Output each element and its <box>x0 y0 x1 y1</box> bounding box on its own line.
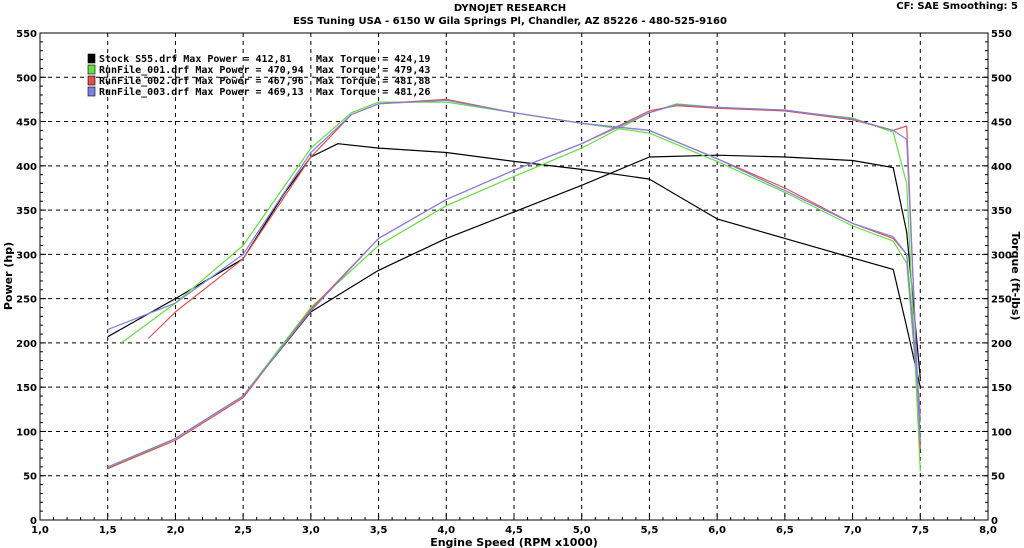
x-tick-label: 3,0 <box>302 525 320 536</box>
chart-settings: CF: SAE Smoothing: 5 <box>896 1 1018 12</box>
series-line-power <box>107 104 921 470</box>
series-line-torque <box>107 143 921 388</box>
y-tick-label-right: 250 <box>991 295 1012 306</box>
y-tick-label-right: 150 <box>991 383 1012 394</box>
chart-header-company: DYNOJET RESEARCH <box>454 3 566 14</box>
legend-swatch <box>87 75 96 86</box>
y-tick-label-left: 550 <box>16 29 37 40</box>
grid <box>39 32 989 521</box>
x-tick-label: 4,0 <box>437 525 455 536</box>
y-tick-label-left: 300 <box>16 250 37 261</box>
y-tick-label-right: 350 <box>991 206 1012 217</box>
y-tick-label-right: 100 <box>991 427 1012 438</box>
x-tick-label: 1,5 <box>99 525 117 536</box>
legend-entry-torque: Max Torque = 481,88 <box>316 76 430 87</box>
y-tick-label-right: 50 <box>991 472 1005 483</box>
y-axis-label-left: Power (hp) <box>2 242 15 310</box>
plot-frame <box>39 32 989 521</box>
x-tick-label: 5,0 <box>573 525 591 536</box>
y-tick-label-right: 400 <box>991 162 1012 173</box>
x-axis-label: Engine Speed (RPM x1000) <box>430 536 598 548</box>
series-group <box>107 98 921 472</box>
x-tick-label: 6,0 <box>708 525 726 536</box>
x-tick-label: 2,0 <box>167 525 185 536</box>
series-line-power <box>107 103 921 472</box>
y-tick-label-left: 450 <box>16 118 37 129</box>
legend-entry-torque: Max Torque = 424,19 <box>316 54 430 65</box>
y-tick-label-left: 400 <box>16 162 37 173</box>
chart-header-shop: ESS Tuning USA - 6150 W Gila Springs Pl,… <box>293 16 727 27</box>
y-tick-label-right: 200 <box>991 339 1012 350</box>
y-tick-label-left: 500 <box>16 73 37 84</box>
x-tick-label: 3,5 <box>370 525 388 536</box>
tick-labels: 1,0 1,5 2,0 2,5 3,0 3,5 4,0 4,5 5,0 5,5 6,0 6,5 7,0 7… <box>16 29 1012 536</box>
x-tick-label: 7,5 <box>911 525 929 536</box>
series-line-torque <box>120 101 921 423</box>
x-tick-label: 4,5 <box>505 525 523 536</box>
legend: Stock S55.drf Max Power = 412,81 Max Torq… <box>87 53 430 98</box>
x-tick-label: 8,0 <box>979 525 997 536</box>
series-line-torque <box>107 99 921 419</box>
series-line-torque <box>147 98 921 414</box>
y-tick-label-left: 350 <box>16 206 37 217</box>
legend-entry-torque: Max Torque = 481,26 <box>316 87 430 98</box>
y-tick-label-left: 250 <box>16 295 37 306</box>
y-tick-label-right: 450 <box>991 118 1012 129</box>
legend-swatch <box>87 86 96 97</box>
x-tick-label: 7,0 <box>844 525 862 536</box>
x-tick-label: 2,5 <box>234 525 252 536</box>
y-tick-label-right: 0 <box>991 516 998 527</box>
y-tick-label-left: 200 <box>16 339 37 350</box>
legend-entry-power: RunFile_002.drf Max Power = 467,96 <box>99 75 304 87</box>
x-tick-label: 5,5 <box>641 525 659 536</box>
legend-swatch <box>87 64 96 75</box>
legend-entry-torque: Max Torque = 479,43 <box>316 65 430 76</box>
legend-entry-power: Stock S55.drf Max Power = 412,81 <box>99 54 292 65</box>
y-tick-label-left: 100 <box>16 427 37 438</box>
x-tick-label: 1,0 <box>31 525 49 536</box>
y-tick-label-right: 500 <box>991 73 1012 84</box>
series-line-power <box>107 104 921 468</box>
x-tick-label: 6,5 <box>776 525 794 536</box>
legend-entry-power: RunFile_003.drf Max Power = 469,13 <box>99 86 304 98</box>
y-tick-label-right: 550 <box>991 29 1012 40</box>
y-axis-label-right: Torque (ft-lbs) <box>1009 232 1022 321</box>
legend-entry-power: RunFile_001.drf Max Power = 470,94 <box>99 64 304 76</box>
legend-swatch <box>87 53 96 64</box>
y-tick-label-left: 150 <box>16 383 37 394</box>
y-tick-label-left: 50 <box>23 472 37 483</box>
y-tick-label-left: 0 <box>30 516 37 527</box>
y-tick-label-right: 300 <box>991 250 1012 261</box>
